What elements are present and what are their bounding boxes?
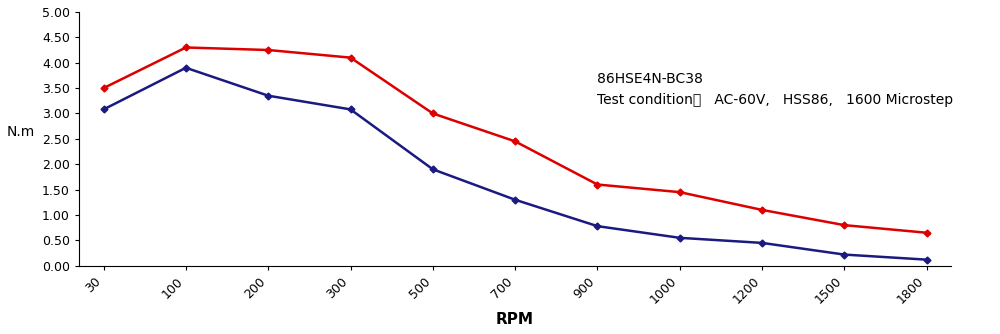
Text: Test condition；   AC-60V,   HSS86,   1600 Microstep: Test condition； AC-60V, HSS86, 1600 Micr… bbox=[597, 93, 954, 107]
Text: 86HSE4N-BC38: 86HSE4N-BC38 bbox=[597, 71, 703, 86]
X-axis label: RPM: RPM bbox=[496, 312, 534, 327]
Y-axis label: N.m: N.m bbox=[7, 125, 35, 139]
